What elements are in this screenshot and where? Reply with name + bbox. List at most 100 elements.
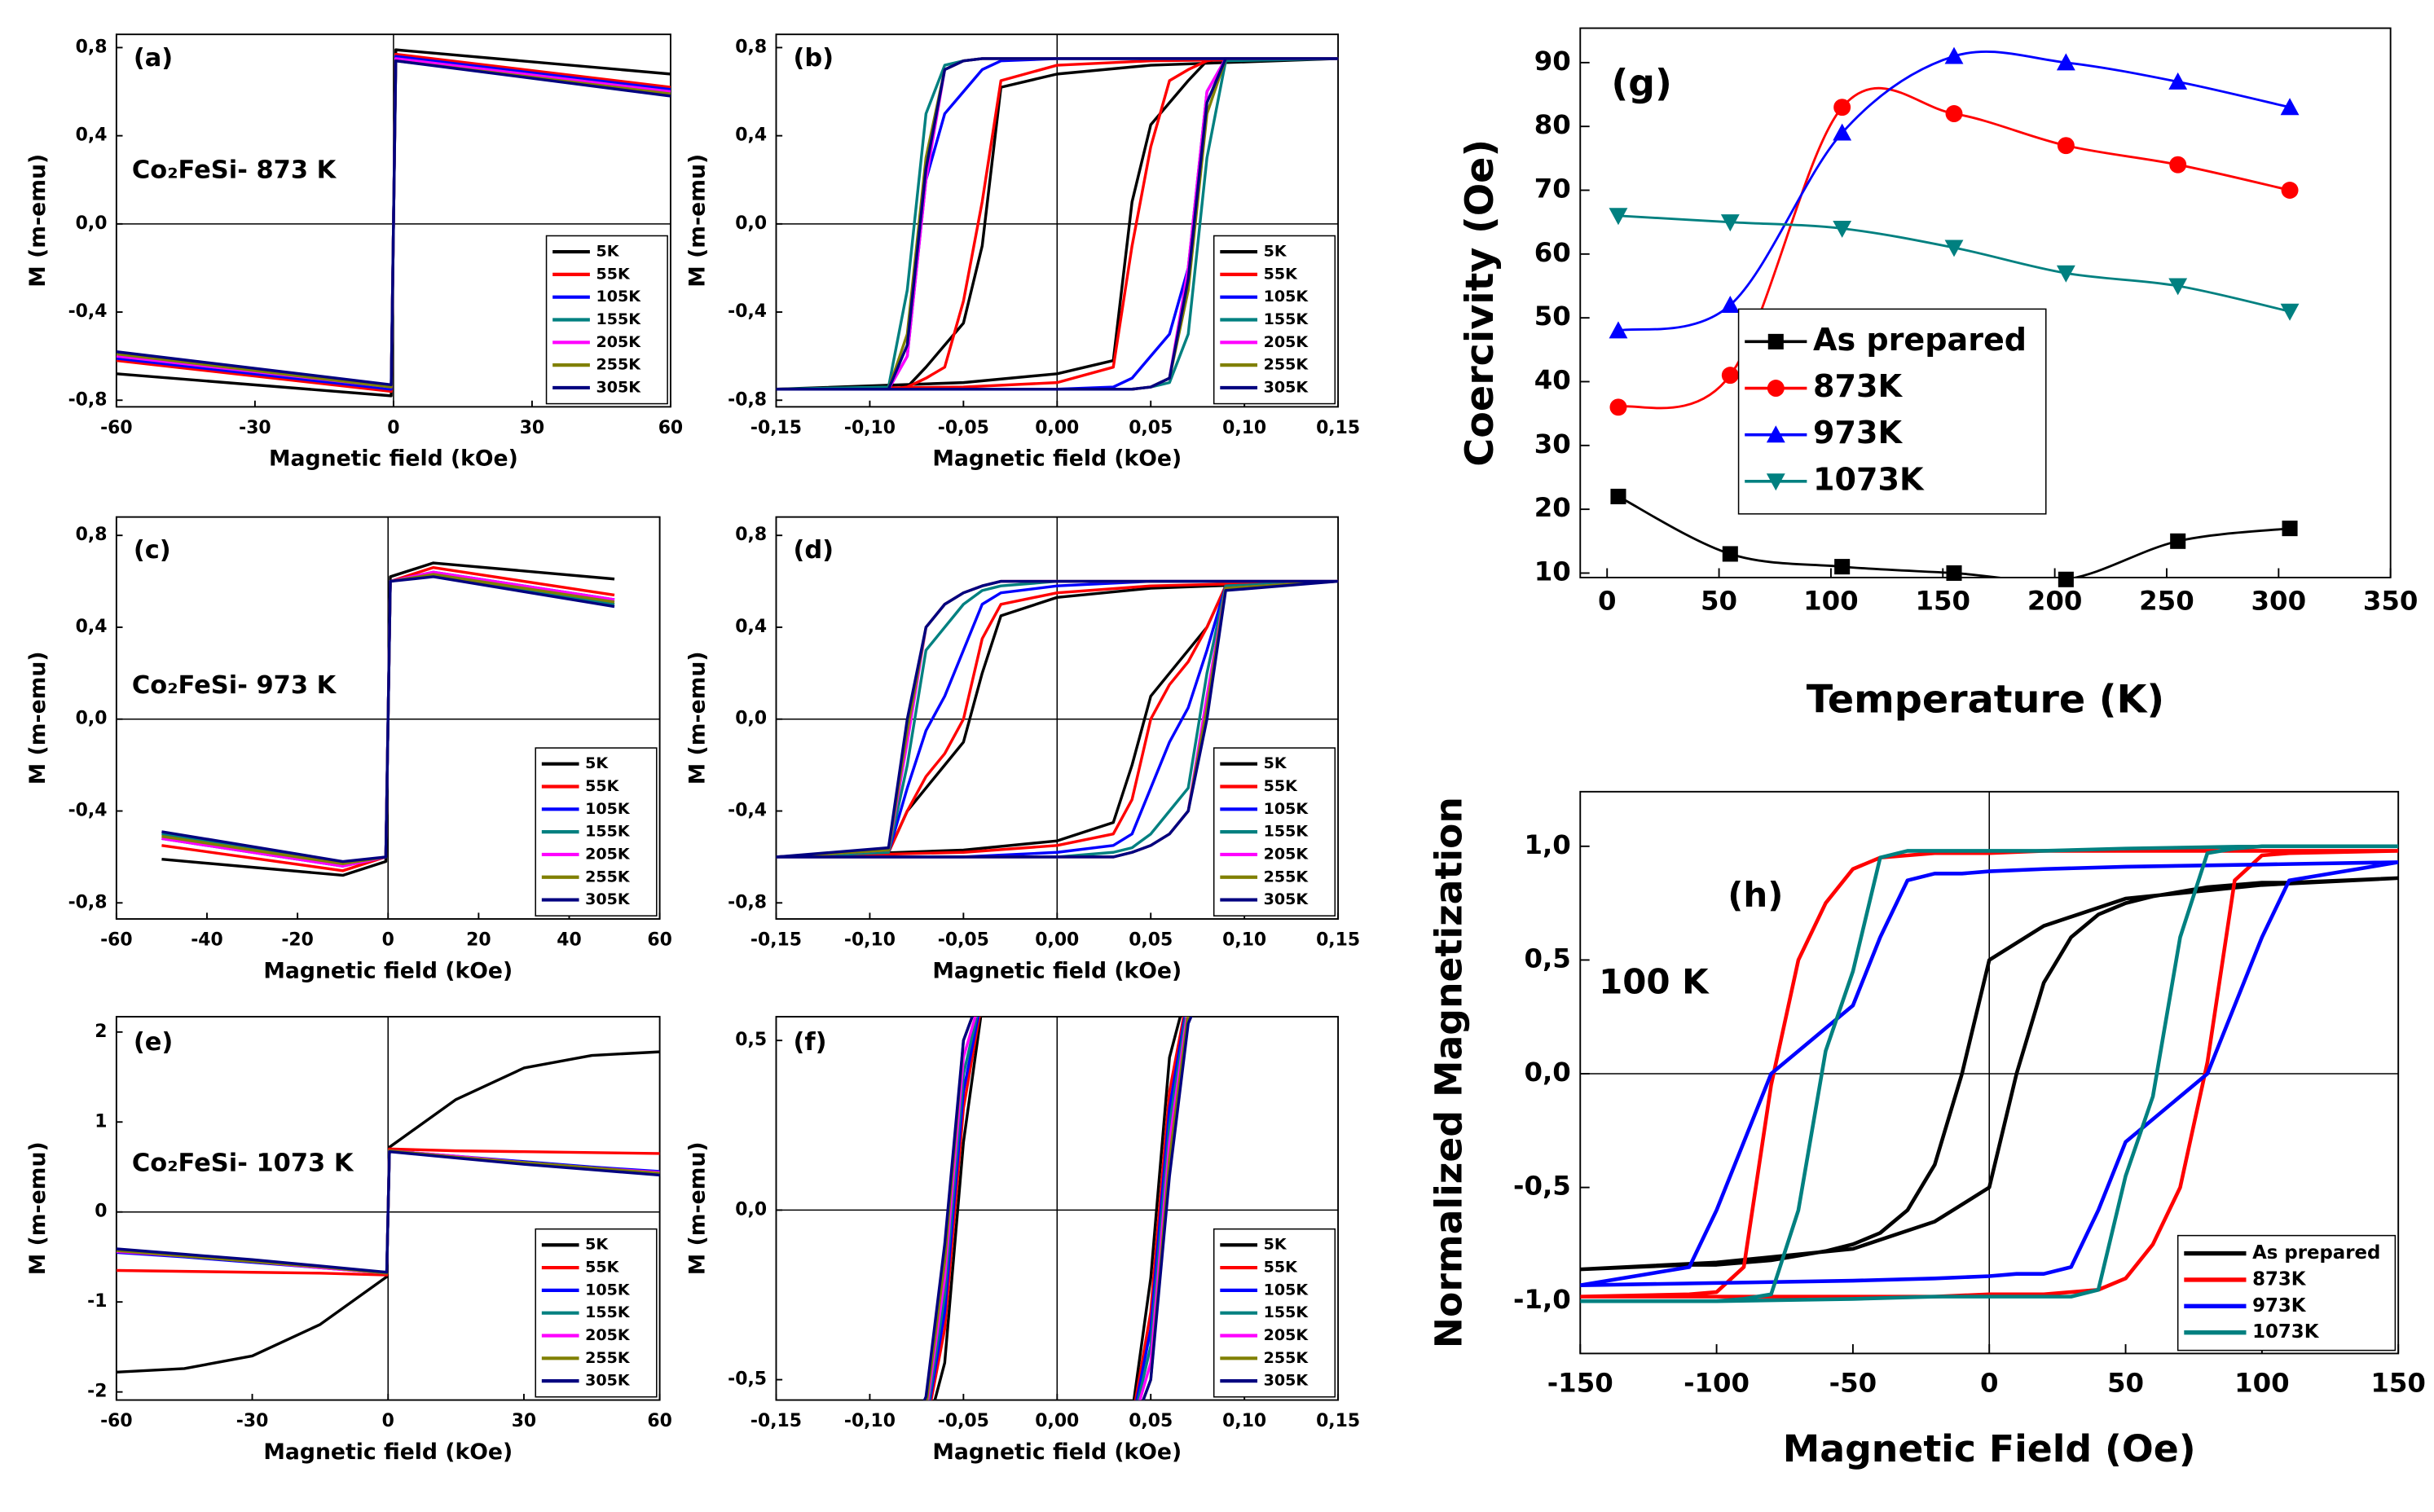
legend-label: 5K <box>596 243 620 261</box>
y-tick-label: 0,0 <box>76 213 108 234</box>
legend-label: 155K <box>1264 310 1309 328</box>
x-tick-label: 0,00 <box>1035 418 1079 438</box>
x-tick-label: -0,15 <box>750 418 802 438</box>
x-tick-label: 150 <box>1915 585 1970 616</box>
y-tick-label: 0,4 <box>735 125 767 146</box>
legend-label: 1073K <box>1813 461 1925 497</box>
legend-label: 305K <box>1264 1372 1309 1390</box>
annotation: Co₂FeSi- 873 K <box>132 156 337 184</box>
x-tick-label: 100 <box>2234 1368 2290 1399</box>
y-tick-label: -0,4 <box>728 801 767 821</box>
x-tick-label: 250 <box>2139 585 2194 616</box>
annotation: 100 K <box>1599 962 1710 1002</box>
legend-label: 873K <box>1813 368 1903 404</box>
legend-marker <box>1767 333 1784 349</box>
x-tick-label: 40 <box>557 930 581 951</box>
marker <box>1944 46 1964 64</box>
y-tick-label: -0,8 <box>68 389 108 410</box>
legend-box <box>1737 308 2047 515</box>
y-tick-label: -2 <box>87 1382 107 1402</box>
marker <box>2169 156 2187 174</box>
x-tick-label: 30 <box>520 418 544 438</box>
marker <box>2280 303 2300 321</box>
legend-marker <box>1766 425 1785 443</box>
x-tick-label: 30 <box>512 1411 536 1431</box>
marker <box>1833 123 1852 141</box>
legend-label: 105K <box>596 288 642 305</box>
annotation: Co₂FeSi- 973 K <box>132 671 337 700</box>
x-tick-label: -60 <box>100 930 133 951</box>
y-tick-label: -1 <box>87 1291 107 1312</box>
x-tick-label: 60 <box>658 418 683 438</box>
marker <box>1944 240 1964 257</box>
panel-label: (a) <box>134 44 173 73</box>
series-line <box>116 59 671 387</box>
x-tick-label: -0,15 <box>750 930 802 951</box>
panel: -0,15 -0,10 -0,05 0,00 0,05 0,10 0,15 0,5 0,0 -0,… <box>685 1016 1360 1465</box>
y-tick-label: -0,8 <box>68 892 108 912</box>
x-axis-label: Magnetic Field (Oe) <box>1783 1427 2196 1470</box>
y-tick-label: 0,5 <box>1524 943 1570 974</box>
panel-label: (f) <box>793 1028 826 1057</box>
series-line <box>926 1017 1189 1400</box>
x-tick-label: -0,05 <box>938 930 989 951</box>
y-tick-label: 0,4 <box>735 617 767 637</box>
series-line <box>116 1149 660 1274</box>
marker <box>1609 208 1628 226</box>
marker <box>2280 98 2300 116</box>
legend-label: 55K <box>1264 1259 1298 1277</box>
marker <box>1722 546 1738 562</box>
legend-label: 305K <box>1264 890 1309 908</box>
legend-label: 155K <box>596 310 642 328</box>
x-tick-label: 200 <box>2027 585 2083 616</box>
series-line <box>1580 876 2399 1272</box>
x-tick-label: 0 <box>382 930 394 951</box>
x-tick-label: 50 <box>2107 1368 2144 1399</box>
x-tick-label: -150 <box>1547 1368 1613 1399</box>
legend-label: 55K <box>585 1259 619 1277</box>
y-tick-label: 1 <box>95 1111 107 1132</box>
marker <box>1720 296 1740 314</box>
legend-label: 255K <box>1264 1349 1309 1367</box>
y-tick-label: 0 <box>95 1202 107 1222</box>
series-line <box>776 579 1339 859</box>
y-tick-label: 60 <box>1534 237 1571 268</box>
legend-marker <box>1767 380 1785 397</box>
legend-label: 55K <box>1264 265 1298 283</box>
x-tick-label: -60 <box>100 1411 133 1431</box>
y-tick-label: 80 <box>1534 109 1571 140</box>
y-tick-label: 90 <box>1534 46 1571 77</box>
marker <box>2056 265 2075 283</box>
marker <box>1834 559 1851 575</box>
x-tick-label: 0,10 <box>1222 418 1266 438</box>
panel-label: (e) <box>134 1028 174 1057</box>
legend-label: 305K <box>1264 378 1309 396</box>
marker <box>2281 182 2299 199</box>
series-group <box>776 579 1339 859</box>
legend-label: 255K <box>596 356 642 374</box>
y-axis-label: M (m-emu) <box>25 1141 51 1275</box>
legend-label: 205K <box>1264 845 1309 863</box>
x-tick-label: 50 <box>1701 585 1737 616</box>
series-line <box>776 579 1339 859</box>
marker <box>2056 53 2075 71</box>
x-tick-label: 0 <box>382 1411 394 1431</box>
x-axis-label: Temperature (K) <box>1807 677 2164 722</box>
x-tick-label: 0,10 <box>1222 930 1266 951</box>
y-tick-label: 20 <box>1534 492 1571 523</box>
legend-label: 105K <box>1264 800 1309 818</box>
y-tick-label: -0,5 <box>1513 1171 1571 1202</box>
legend-label: 205K <box>596 333 642 351</box>
panel: -60 -30 0 30 60 2 1 0 -1 -2 Magnetic field (kOe) M … <box>25 1016 672 1465</box>
series-group <box>776 57 1339 391</box>
legend-label: 155K <box>585 823 631 841</box>
series-line <box>776 579 1339 859</box>
x-tick-label: -0,10 <box>844 1411 896 1431</box>
series-line <box>1580 849 2399 1299</box>
legend-label: 5K <box>1264 243 1287 261</box>
x-tick-label: -0,05 <box>938 418 989 438</box>
legend-label: 5K <box>585 1236 609 1254</box>
y-tick-label: 0,4 <box>76 617 108 637</box>
legend-label: As prepared <box>1813 322 2027 358</box>
